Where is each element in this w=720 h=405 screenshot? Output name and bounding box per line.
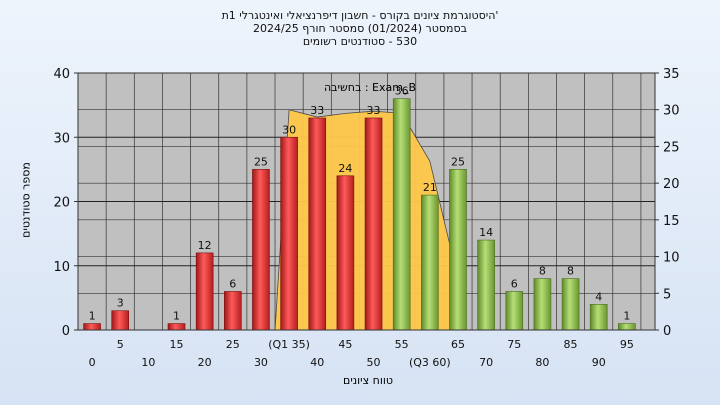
histogram-bar — [364, 117, 383, 331]
y-tick-label-left: 30 — [53, 131, 70, 146]
x-tick-label: 30 — [254, 356, 268, 369]
x-tick-label: 55 — [395, 338, 409, 351]
x-tick-label: 90 — [592, 356, 606, 369]
bar-value-label: 1 — [173, 310, 180, 323]
histogram-bar — [83, 323, 101, 331]
y-tick-label-right: 30 — [663, 104, 680, 119]
y-axis-label: מספר סטודנטים — [19, 162, 33, 238]
bar-value-label: 12 — [198, 239, 212, 252]
x-tick-label: 95 — [620, 338, 634, 351]
bar-value-label: 8 — [567, 265, 574, 278]
bar-value-label: 24 — [338, 162, 352, 175]
histogram-bar — [505, 291, 524, 331]
x-tick-label: 5 — [117, 338, 124, 351]
histogram-bar — [589, 303, 608, 331]
y-tick-label-left: 10 — [53, 260, 70, 275]
bar-value-label: 21 — [423, 181, 437, 194]
histogram-bar — [252, 169, 270, 331]
histogram-bar — [167, 323, 186, 331]
y-tick-label-right: 5 — [663, 287, 671, 302]
bar-value-label: 6 — [511, 277, 518, 290]
x-tick-label: 0 — [89, 356, 96, 369]
histogram-bar — [111, 310, 130, 331]
x-tick-label: (Q1 35) — [268, 338, 310, 351]
bar-value-label: 4 — [595, 290, 602, 303]
histogram-bar — [477, 239, 495, 331]
overlay-exam-label: Exam_B : בחשיבה — [323, 81, 417, 94]
chart-title-block: 'היסטוגרמת ציונים בקורס - חשבון דיפרנציא… — [0, 9, 720, 48]
y-tick-label-right: 25 — [663, 140, 680, 155]
x-tick-label: 50 — [367, 356, 381, 369]
chart-title-line-1: 'היסטוגרמת ציונים בקורס - חשבון דיפרנציא… — [221, 9, 499, 22]
x-axis-label: טווח ציונים — [343, 374, 393, 387]
chart-title-line-2: בסמסטר (01/2024) סמסטר חורף 2024/25 — [253, 22, 467, 35]
x-tick-label: 70 — [479, 356, 493, 369]
histogram-bar — [336, 175, 355, 331]
x-tick-label: 65 — [451, 338, 465, 351]
bar-value-label: 8 — [539, 265, 546, 278]
x-tick-label: 20 — [198, 356, 212, 369]
chart-title-line-3: 530 - סטודנטים רשומים — [302, 35, 418, 48]
x-tick-label: 40 — [310, 356, 324, 369]
bar-value-label: 25 — [451, 155, 465, 168]
bar-value-label: 1 — [623, 310, 630, 323]
histogram-bar — [392, 98, 411, 331]
bar-value-label: 30 — [282, 123, 296, 136]
y-tick-label-left: 20 — [53, 196, 70, 211]
y-tick-label-right: 10 — [663, 251, 680, 266]
bar-value-label: 33 — [367, 104, 381, 117]
y-tick-label-left: 40 — [53, 67, 70, 82]
bar-value-label: 14 — [479, 226, 493, 239]
x-tick-label: 45 — [338, 338, 352, 351]
y-tick-label-right: 15 — [663, 214, 680, 229]
x-tick-label: 85 — [564, 338, 578, 351]
bar-value-label: 6 — [229, 277, 236, 290]
y-tick-label-right: 20 — [663, 177, 680, 192]
bar-value-label: 25 — [254, 155, 268, 168]
x-tick-label: 80 — [535, 356, 549, 369]
x-tick-label: 10 — [141, 356, 155, 369]
bar-value-label: 1 — [89, 310, 96, 323]
x-tick-label: (Q3 60) — [409, 356, 451, 369]
histogram-bar — [280, 136, 298, 331]
y-tick-label-right: 35 — [663, 67, 680, 82]
x-tick-label: 15 — [170, 338, 184, 351]
histogram-bar — [224, 291, 242, 331]
histogram-bar — [195, 252, 214, 331]
histogram-bar — [308, 117, 327, 331]
histogram-bar — [618, 323, 636, 331]
y-tick-label-left: 0 — [62, 324, 70, 339]
x-tick-label: 75 — [507, 338, 521, 351]
histogram-bar — [449, 169, 467, 331]
histogram-bar — [421, 194, 439, 331]
histogram-bar — [561, 278, 580, 331]
histogram-bar — [533, 278, 552, 331]
x-tick-label: 25 — [226, 338, 240, 351]
bar-value-label: 33 — [310, 104, 324, 117]
y-tick-label-right: 0 — [663, 324, 671, 339]
bar-value-label: 36 — [395, 85, 409, 98]
bar-value-label: 3 — [117, 297, 124, 310]
